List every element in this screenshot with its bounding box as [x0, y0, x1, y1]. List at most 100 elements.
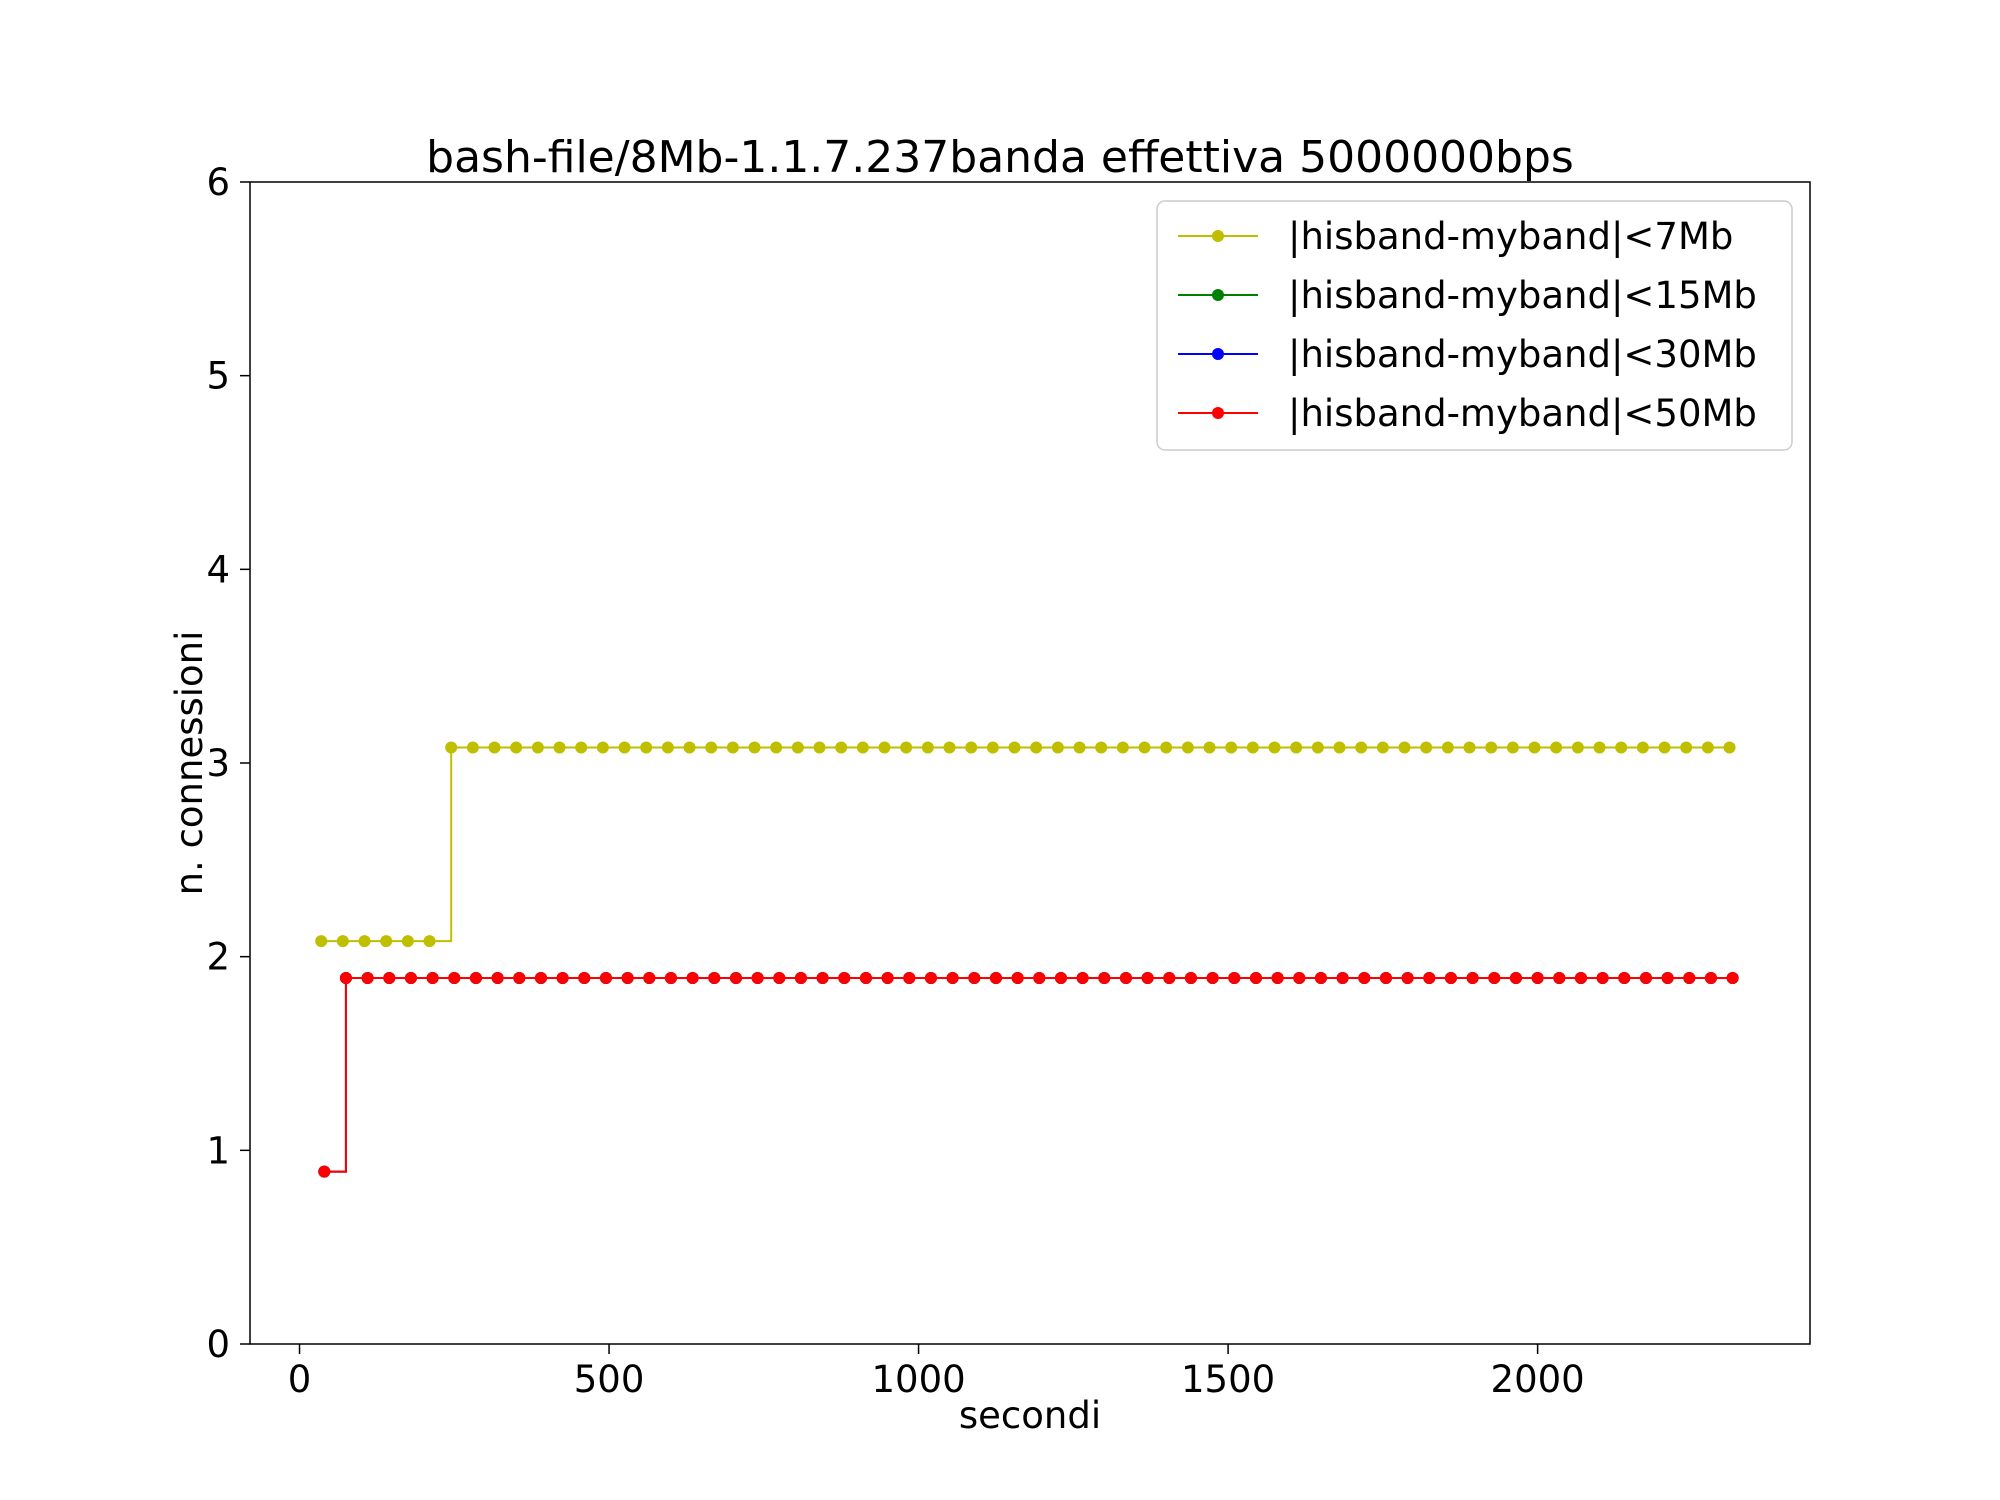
data-point	[1228, 971, 1241, 984]
legend-marker	[1212, 407, 1224, 419]
data-point	[661, 741, 674, 754]
data-point	[358, 935, 371, 948]
data-point	[878, 741, 891, 754]
data-point	[838, 971, 851, 984]
data-point	[553, 741, 566, 754]
data-point	[401, 935, 414, 948]
data-point	[448, 971, 461, 984]
data-point	[1506, 741, 1519, 754]
data-point	[859, 971, 872, 984]
data-point	[1184, 971, 1197, 984]
data-point	[1550, 741, 1563, 754]
legend-label: |hisband-myband|<7Mb	[1288, 215, 1733, 258]
data-point	[426, 971, 439, 984]
data-point	[510, 741, 523, 754]
data-point	[380, 935, 393, 948]
data-point	[1271, 971, 1284, 984]
data-point	[1574, 971, 1587, 984]
data-point	[1553, 971, 1566, 984]
data-point	[748, 741, 761, 754]
data-point	[726, 741, 739, 754]
data-point	[1441, 741, 1454, 754]
y-tick-label: 4	[206, 548, 230, 591]
x-axis-label: secondi	[959, 1394, 1101, 1437]
x-axis: 0 500 1000 1500 2000	[288, 1344, 1585, 1401]
data-point	[1138, 741, 1151, 754]
data-point	[596, 741, 609, 754]
data-point	[1206, 971, 1219, 984]
data-point	[1683, 971, 1696, 984]
data-point	[881, 971, 894, 984]
y-tick-label: 3	[206, 742, 230, 785]
data-point	[1249, 971, 1262, 984]
data-point	[1290, 741, 1303, 754]
data-point	[686, 971, 699, 984]
data-point	[1076, 971, 1089, 984]
data-point	[315, 935, 328, 948]
y-axis: 0 1 2 3 4 5 6	[206, 161, 250, 1366]
data-point	[1618, 971, 1631, 984]
y-tick-label: 5	[206, 355, 230, 398]
y-tick-label: 0	[206, 1323, 230, 1366]
series-line	[324, 976, 1733, 1173]
data-point	[1723, 741, 1736, 754]
data-point	[1358, 971, 1371, 984]
data-point	[469, 971, 482, 984]
y-axis-label: n. connessioni	[168, 631, 211, 896]
series-2	[318, 971, 1739, 1178]
data-point	[1509, 971, 1522, 984]
data-point	[578, 971, 591, 984]
data-point	[1704, 971, 1717, 984]
data-point	[1615, 741, 1628, 754]
data-point	[1268, 741, 1281, 754]
legend-marker	[1212, 348, 1224, 360]
series-line	[321, 746, 1730, 943]
data-point	[1379, 971, 1392, 984]
data-point	[1030, 741, 1043, 754]
data-point	[1225, 741, 1238, 754]
data-point	[813, 741, 826, 754]
data-point	[1661, 971, 1674, 984]
data-point	[491, 971, 504, 984]
x-tick-label: 500	[574, 1358, 645, 1401]
legend-label: |hisband-myband|<30Mb	[1288, 333, 1757, 376]
data-point	[1680, 741, 1693, 754]
data-point	[986, 741, 999, 754]
x-tick-label: 2000	[1491, 1358, 1585, 1401]
data-point	[1593, 741, 1606, 754]
data-point	[1528, 741, 1541, 754]
data-point	[664, 971, 677, 984]
data-point	[965, 741, 978, 754]
data-point	[1011, 971, 1024, 984]
data-point	[773, 971, 786, 984]
data-point	[835, 741, 848, 754]
x-tick-label: 1500	[1181, 1358, 1275, 1401]
series-3	[318, 971, 1739, 1178]
data-point	[361, 971, 374, 984]
series-0	[315, 741, 1736, 948]
x-tick-label: 1000	[871, 1358, 965, 1401]
legend-label: |hisband-myband|<50Mb	[1288, 392, 1757, 435]
data-point	[621, 971, 634, 984]
data-point	[903, 971, 916, 984]
data-point	[729, 971, 742, 984]
data-point	[1051, 741, 1064, 754]
data-point	[943, 741, 956, 754]
series-line	[324, 976, 1733, 1173]
data-point	[445, 741, 458, 754]
data-point	[900, 741, 913, 754]
data-point	[1141, 971, 1154, 984]
data-point	[791, 741, 804, 754]
data-point	[1423, 971, 1436, 984]
data-point	[1531, 971, 1544, 984]
data-point	[683, 741, 696, 754]
data-point	[1636, 741, 1649, 754]
data-point	[1444, 971, 1457, 984]
data-point	[1571, 741, 1584, 754]
data-point	[618, 741, 631, 754]
data-point	[1333, 741, 1346, 754]
data-point	[1311, 741, 1324, 754]
data-point	[336, 935, 349, 948]
data-point	[1420, 741, 1433, 754]
y-tick-label: 1	[206, 1129, 230, 1172]
